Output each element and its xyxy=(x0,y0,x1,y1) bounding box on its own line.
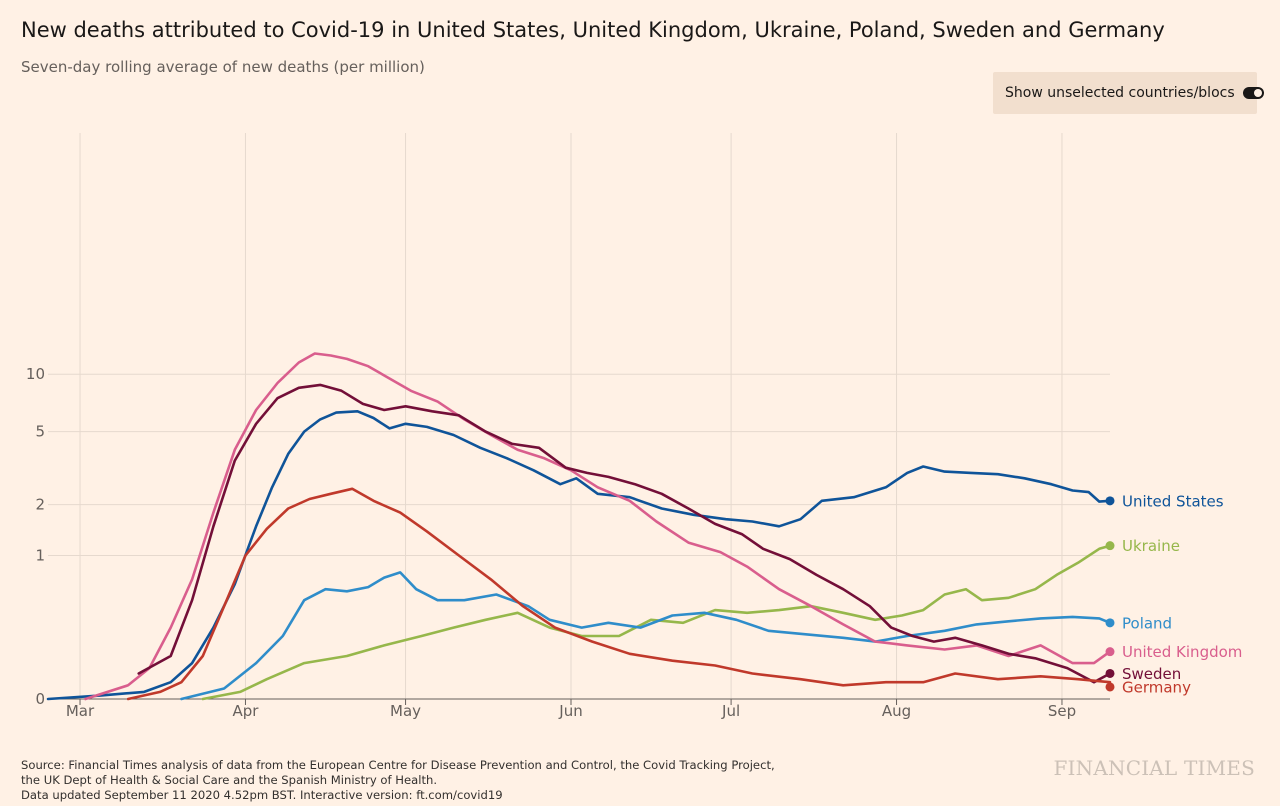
x-tick-label: May xyxy=(390,702,421,720)
show-unselected-toggle[interactable]: Show unselected countries/blocs xyxy=(993,72,1264,114)
series-end-point xyxy=(1105,496,1115,506)
series-line xyxy=(201,544,1112,701)
series-line xyxy=(46,410,1112,701)
x-tick-label: Jul xyxy=(721,702,740,720)
series-line xyxy=(137,383,1112,684)
source-line-3: Data updated September 11 2020 4.52pm BS… xyxy=(21,788,503,802)
source-line-2: the UK Dept of Health & Social Care and … xyxy=(21,773,438,787)
x-tick-label: Aug xyxy=(882,702,911,720)
toggle-switch-icon[interactable] xyxy=(1242,87,1264,99)
toggle-label: Show unselected countries/blocs xyxy=(1005,85,1235,101)
y-tick-label: 0 xyxy=(35,690,45,708)
x-tick-label: Sep xyxy=(1048,702,1076,720)
series-line xyxy=(84,352,1112,701)
series-label: Ukraine xyxy=(1122,537,1180,555)
source-note: Source: Financial Times analysis of data… xyxy=(21,758,775,803)
series-end-point xyxy=(1105,682,1115,692)
series-end-point xyxy=(1105,618,1115,628)
ft-logo: FINANCIAL TIMES xyxy=(1053,756,1255,780)
series-label: Poland xyxy=(1122,614,1172,632)
toggle-knob xyxy=(1253,89,1262,97)
series-line xyxy=(180,571,1112,701)
series-label: United Kingdom xyxy=(1122,643,1242,661)
source-line-1: Source: Financial Times analysis of data… xyxy=(21,758,775,772)
x-tick-label: Apr xyxy=(232,702,259,720)
y-tick-label: 5 xyxy=(35,423,45,441)
series-end-point xyxy=(1105,668,1115,678)
series-line xyxy=(126,487,1112,701)
x-tick-label: Jun xyxy=(558,702,582,720)
y-tick-label: 10 xyxy=(26,365,45,383)
y-tick-label: 1 xyxy=(35,547,45,565)
series-layer xyxy=(46,352,1112,701)
chart-title: New deaths attributed to Covid-19 in Uni… xyxy=(21,18,1165,42)
x-tick-label: Mar xyxy=(66,702,95,720)
series-label: Sweden xyxy=(1122,665,1181,683)
series-end-point xyxy=(1105,541,1115,551)
series-label: United States xyxy=(1122,492,1224,510)
series-label: Germany xyxy=(1122,678,1191,696)
label-layer: United States Ukraine Poland United Kingdom… xyxy=(1105,492,1242,696)
series-end-point xyxy=(1105,647,1115,657)
grid-layer: 0 1 2 5 10 Mar Apr May Jun Jul Aug Sep xyxy=(26,133,1110,720)
chart-subtitle: Seven-day rolling average of new deaths … xyxy=(21,58,425,76)
y-tick-label: 2 xyxy=(35,496,45,514)
